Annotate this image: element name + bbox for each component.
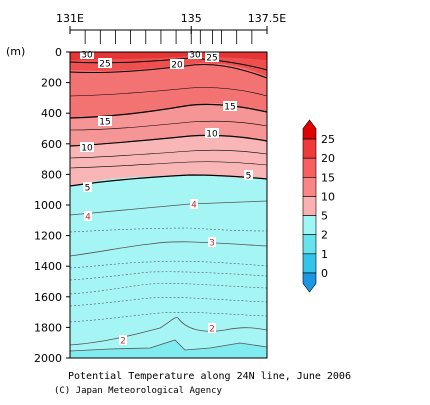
colorbar-segment	[302, 196, 317, 216]
colorbar-segments	[302, 119, 317, 293]
colorbar-segment	[302, 138, 317, 159]
svg-text:10: 10	[206, 130, 218, 140]
isotherm-label-3: 3	[208, 237, 216, 249]
y-tick-label: 1600	[34, 291, 62, 304]
isotherm-17-line	[70, 87, 267, 97]
isotherm-13-line	[70, 120, 267, 131]
y-tick-label: 1000	[34, 199, 62, 212]
y-tick-label: 200	[41, 77, 62, 90]
isotherm-label-30b: 30	[188, 49, 202, 61]
isotherm-label-2a: 2	[119, 335, 127, 347]
y-tick-label: 800	[41, 168, 62, 181]
colorbar-label: 10	[321, 190, 335, 203]
y-tick-label: 600	[41, 138, 62, 151]
y-axis-unit: (m)	[6, 45, 25, 58]
svg-text:30: 30	[189, 51, 201, 61]
svg-text:4: 4	[85, 213, 91, 223]
x-axis-ticks: 131E 135 137.5E	[56, 12, 286, 34]
svg-text:5: 5	[246, 172, 252, 182]
isotherm-7-line	[70, 161, 267, 169]
isotherm-8-line	[70, 149, 267, 159]
isotherm-deep-line	[70, 339, 267, 352]
isotherm-10-line	[70, 134, 267, 147]
svg-text:30: 30	[81, 51, 93, 61]
svg-text:3: 3	[209, 239, 215, 249]
colorbar-label: 1	[321, 248, 328, 261]
isotherm-5-line	[70, 174, 267, 187]
y-tick-label: 1400	[34, 260, 62, 273]
colorbar-label: 25	[321, 133, 335, 146]
isotherm-lines	[70, 57, 267, 352]
svg-text:2: 2	[209, 325, 215, 335]
isotherm-label-25a: 25	[98, 58, 112, 70]
colorbar-segment	[302, 272, 317, 293]
isotherm-2-8-line	[70, 260, 267, 269]
colorbar-label: 0	[321, 267, 328, 280]
colorbar-segment	[302, 253, 317, 274]
chart-credit: (C) Japan Meteorological Agency	[54, 386, 223, 396]
isotherm-20-line	[70, 64, 267, 79]
colorbar-segment	[302, 119, 317, 140]
isotherm-label-15b: 15	[223, 101, 237, 113]
colorbar-segment	[302, 234, 317, 255]
svg-text:2: 2	[120, 337, 126, 347]
isotherm-label-5a: 5	[83, 182, 92, 194]
isotherm-label-25b: 25	[205, 52, 219, 64]
isotherm-2-5-line	[70, 283, 267, 295]
isotherm-label-15a: 15	[98, 116, 112, 128]
x-tick-label: 131E	[56, 12, 84, 25]
isotherm-2-4-line	[70, 297, 267, 307]
y-tick-label: 0	[55, 46, 62, 59]
svg-text:15: 15	[224, 103, 235, 113]
colorbar-label: 20	[321, 152, 335, 165]
isotherm-4-line	[70, 200, 267, 216]
colorbar-label: 15	[321, 171, 335, 184]
svg-text:25: 25	[99, 60, 110, 70]
station-ticks	[84, 30, 253, 44]
isotherm-3-line	[70, 241, 267, 257]
x-tick-label: 137.5E	[248, 12, 286, 25]
isotherm-label-10b: 10	[205, 128, 219, 140]
colorbar-label: 5	[321, 210, 328, 223]
isotherm-3-5-line	[70, 227, 267, 233]
y-tick-label: 1200	[34, 230, 62, 243]
svg-text:4: 4	[191, 201, 197, 211]
isotherm-label-5b: 5	[244, 170, 253, 182]
isotherm-label-10a: 10	[80, 142, 94, 154]
colorbar-segment	[302, 215, 317, 235]
isotherm-label-20: 20	[170, 59, 184, 71]
svg-text:10: 10	[81, 144, 93, 154]
y-axis-ticks: 0 200 400 600 800 1000 1200 1400 1600 1800 2000	[34, 46, 70, 365]
colorbar-label: 2	[321, 229, 328, 242]
y-tick-label: 400	[41, 107, 62, 120]
isotherm-label-4a: 4	[84, 211, 92, 223]
field-deep-2C	[70, 340, 267, 358]
isotherm-2-6-line	[70, 271, 267, 281]
colorbar-segment	[302, 177, 317, 197]
svg-text:25: 25	[206, 54, 217, 64]
y-tick-label: 1800	[34, 321, 62, 334]
isotherm-label-30a: 30	[80, 49, 94, 61]
isotherm-label-2b: 2	[208, 323, 216, 335]
y-tick-label: 2000	[34, 352, 62, 365]
isotherm-label-4b: 4	[190, 199, 198, 211]
svg-text:15: 15	[99, 118, 110, 128]
svg-text:20: 20	[171, 61, 183, 71]
chart-title: Potential Temperature along 24N line, Ju…	[68, 371, 351, 382]
isotherm-2-3-line	[70, 312, 267, 323]
isotherm-labels: 30 25 20 30 25 15 15 10 10 5 5 4 4 3 2 2	[80, 49, 253, 347]
svg-text:5: 5	[85, 184, 91, 194]
x-tick-label: 135	[181, 12, 202, 25]
colorbar-segment	[302, 157, 317, 178]
